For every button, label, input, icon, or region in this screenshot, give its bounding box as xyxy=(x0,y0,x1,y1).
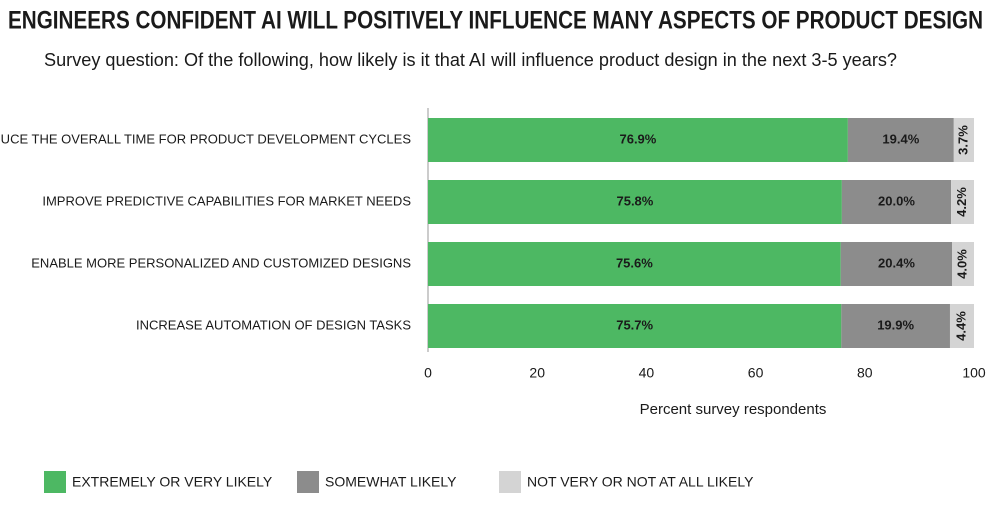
category-label: IMPROVE PREDICTIVE CAPABILITIES FOR MARK… xyxy=(42,193,411,208)
bar-segment xyxy=(953,118,974,162)
bar-segment xyxy=(949,304,974,348)
data-label: 76.9% xyxy=(619,131,656,146)
legend-swatch xyxy=(499,471,521,493)
legend-swatch xyxy=(297,471,319,493)
x-tick-label: 100 xyxy=(962,365,986,381)
data-label: 19.9% xyxy=(877,317,914,332)
bar-segment xyxy=(951,180,974,224)
x-tick-label: 20 xyxy=(529,365,545,381)
data-label: 20.4% xyxy=(878,255,915,270)
x-tick-label: 0 xyxy=(424,365,432,381)
bar-segment xyxy=(428,242,841,286)
chart-subtitle: Survey question: Of the following, how l… xyxy=(44,50,897,70)
bar-segment xyxy=(428,118,848,162)
legend-label: NOT VERY OR NOT AT ALL LIKELY xyxy=(527,474,754,490)
bar-segment xyxy=(847,118,954,162)
data-label: 3.7% xyxy=(955,125,970,155)
category-label: INCREASE AUTOMATION OF DESIGN TASKS xyxy=(136,317,411,332)
bar-segment xyxy=(952,242,974,286)
x-tick-label: 40 xyxy=(639,365,655,381)
chart-title: ENGINEERS CONFIDENT AI WILL POSITIVELY I… xyxy=(8,7,983,35)
data-label: 19.4% xyxy=(882,131,919,146)
bar-segment xyxy=(840,242,953,286)
data-label: 75.8% xyxy=(616,193,653,208)
bar-segment xyxy=(428,180,842,224)
data-label: 20.0% xyxy=(878,193,915,208)
data-label: 75.6% xyxy=(616,255,653,270)
legend-label: SOMEWHAT LIKELY xyxy=(325,474,457,490)
bar-segment xyxy=(841,180,952,224)
legend-swatch xyxy=(44,471,66,493)
data-label: 4.0% xyxy=(955,249,970,279)
category-label: REDUCE THE OVERALL TIME FOR PRODUCT DEVE… xyxy=(0,131,411,146)
bar-segment xyxy=(841,304,950,348)
category-label: ENABLE MORE PERSONALIZED AND CUSTOMIZED … xyxy=(31,255,411,270)
bar-segment xyxy=(428,304,842,348)
data-label: 4.2% xyxy=(954,187,969,217)
legend-label: EXTREMELY OR VERY LIKELY xyxy=(72,474,273,490)
x-tick-label: 80 xyxy=(857,365,873,381)
x-tick-label: 60 xyxy=(748,365,764,381)
data-label: 75.7% xyxy=(616,317,653,332)
x-axis-label: Percent survey respondents xyxy=(640,401,827,418)
data-label: 4.4% xyxy=(953,311,968,341)
